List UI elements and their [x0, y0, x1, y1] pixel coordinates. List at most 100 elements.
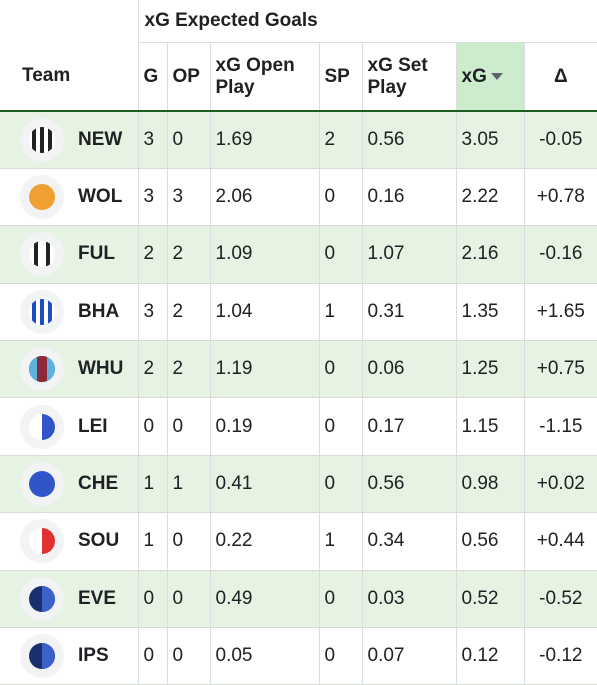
col-header-xg-open-play[interactable]: xG Open Play: [209, 42, 319, 112]
table-row: IPS 0 0 0.05 0 0.07 0.12 -0.12: [0, 627, 597, 685]
team-cell: CHE: [0, 455, 138, 514]
col-header-sp[interactable]: SP: [318, 42, 362, 112]
table-row: EVE 0 0 0.49 0 0.03 0.52 -0.52: [0, 570, 597, 629]
xg-open-play-cell: 0.49: [209, 570, 319, 629]
open-play-goals-cell: 2: [166, 283, 210, 342]
xg-cell: 2.16: [455, 225, 524, 284]
xg-open-play-cell: 0.19: [209, 397, 319, 456]
team-info: SOU: [20, 519, 133, 564]
col-header-xg[interactable]: xG: [455, 42, 524, 112]
team-cell: EVE: [0, 570, 138, 629]
xg-cell: 0.98: [455, 455, 524, 514]
sort-desc-icon: [490, 72, 503, 80]
team-code: LEI: [78, 415, 108, 437]
group-header-row: xG Expected Goals: [0, 0, 597, 43]
team-badge-icon: [20, 462, 64, 507]
team-cell: NEW: [0, 111, 138, 169]
xg-set-play-cell: 0.16: [361, 168, 456, 227]
xg-cell: 1.25: [455, 340, 524, 399]
xg-cell: 1.15: [455, 397, 524, 456]
goals-cell: 3: [137, 283, 167, 342]
column-header-row: Team G OP xG Open Play SP xG Set Play xG…: [0, 42, 597, 112]
xg-cell: 2.22: [455, 168, 524, 227]
team-cell: SOU: [0, 512, 138, 571]
goals-cell: 3: [137, 111, 167, 169]
xg-open-play-cell: 1.09: [209, 225, 319, 284]
xg-open-play-cell: 0.05: [209, 627, 319, 685]
delta-cell: -1.15: [523, 397, 597, 456]
table-row: FUL 2 2 1.09 0 1.07 2.16 -0.16: [0, 225, 597, 284]
team-badge-icon: [20, 232, 64, 277]
set-play-goals-cell: 1: [318, 512, 362, 571]
set-play-goals-cell: 0: [318, 397, 362, 456]
delta-cell: -0.16: [523, 225, 597, 284]
col-header-team[interactable]: Team: [0, 42, 138, 112]
set-play-goals-cell: 0: [318, 455, 362, 514]
xg-set-play-cell: 0.56: [361, 455, 456, 514]
set-play-goals-cell: 0: [318, 340, 362, 399]
xg-open-play-cell: 1.04: [209, 283, 319, 342]
team-cell: WHU: [0, 340, 138, 399]
set-play-goals-cell: 1: [318, 283, 362, 342]
open-play-goals-cell: 1: [166, 455, 210, 514]
col-header-delta[interactable]: Δ: [523, 42, 597, 112]
team-code: WHU: [78, 358, 124, 380]
team-info: WHU: [20, 347, 133, 392]
xg-cell: 0.56: [455, 512, 524, 571]
team-badge-icon: [20, 404, 64, 449]
col-header-xg-set-play[interactable]: xG Set Play: [361, 42, 456, 112]
team-badge-icon: [20, 289, 64, 334]
xg-set-play-cell: 0.17: [361, 397, 456, 456]
delta-cell: +0.44: [523, 512, 597, 571]
open-play-goals-cell: 0: [166, 627, 210, 685]
team-info: IPS: [20, 634, 133, 679]
team-info: EVE: [20, 576, 133, 621]
open-play-goals-cell: 2: [166, 225, 210, 284]
team-code: IPS: [78, 645, 109, 667]
col-header-g[interactable]: G: [137, 42, 167, 112]
team-cell: IPS: [0, 627, 138, 685]
group-header-spacer: [0, 0, 138, 43]
col-header-op[interactable]: OP: [166, 42, 210, 112]
open-play-goals-cell: 2: [166, 340, 210, 399]
table-row: WOL 3 3 2.06 0 0.16 2.22 +0.78: [0, 168, 597, 227]
open-play-goals-cell: 0: [166, 512, 210, 571]
team-info: FUL: [20, 232, 133, 277]
team-info: LEI: [20, 404, 133, 449]
open-play-goals-cell: 0: [166, 111, 210, 169]
group-header-title: xG Expected Goals: [137, 0, 597, 43]
xg-cell: 0.52: [455, 570, 524, 629]
set-play-goals-cell: 0: [318, 225, 362, 284]
team-badge-icon: [20, 175, 64, 220]
team-code: EVE: [78, 587, 117, 609]
team-cell: LEI: [0, 397, 138, 456]
set-play-goals-cell: 0: [318, 627, 362, 685]
open-play-goals-cell: 0: [166, 570, 210, 629]
delta-cell: -0.12: [523, 627, 597, 685]
xg-cell: 3.05: [455, 111, 524, 169]
goals-cell: 2: [137, 225, 167, 284]
table-row: SOU 1 0 0.22 1 0.34 0.56 +0.44: [0, 512, 597, 571]
table-body: NEW 3 0 1.69 2 0.56 3.05 -0.05 WOL 3 3 2.06 0 0.16 2.2…: [0, 111, 597, 685]
team-badge-icon: [20, 519, 64, 564]
team-cell: BHA: [0, 283, 138, 342]
xg-set-play-cell: 1.07: [361, 225, 456, 284]
xg-open-play-cell: 1.69: [209, 111, 319, 169]
table-row: NEW 3 0 1.69 2 0.56 3.05 -0.05: [0, 111, 597, 169]
xg-set-play-cell: 0.03: [361, 570, 456, 629]
xg-set-play-cell: 0.34: [361, 512, 456, 571]
team-code: BHA: [78, 300, 120, 322]
table-row: WHU 2 2 1.19 0 0.06 1.25 +0.75: [0, 340, 597, 399]
delta-cell: +0.02: [523, 455, 597, 514]
xg-open-play-cell: 1.19: [209, 340, 319, 399]
set-play-goals-cell: 0: [318, 168, 362, 227]
xg-open-play-cell: 0.22: [209, 512, 319, 571]
xg-open-play-cell: 0.41: [209, 455, 319, 514]
xg-set-play-cell: 0.56: [361, 111, 456, 169]
team-code: WOL: [78, 186, 123, 208]
xg-set-play-cell: 0.31: [361, 283, 456, 342]
team-cell: FUL: [0, 225, 138, 284]
delta-cell: +0.75: [523, 340, 597, 399]
